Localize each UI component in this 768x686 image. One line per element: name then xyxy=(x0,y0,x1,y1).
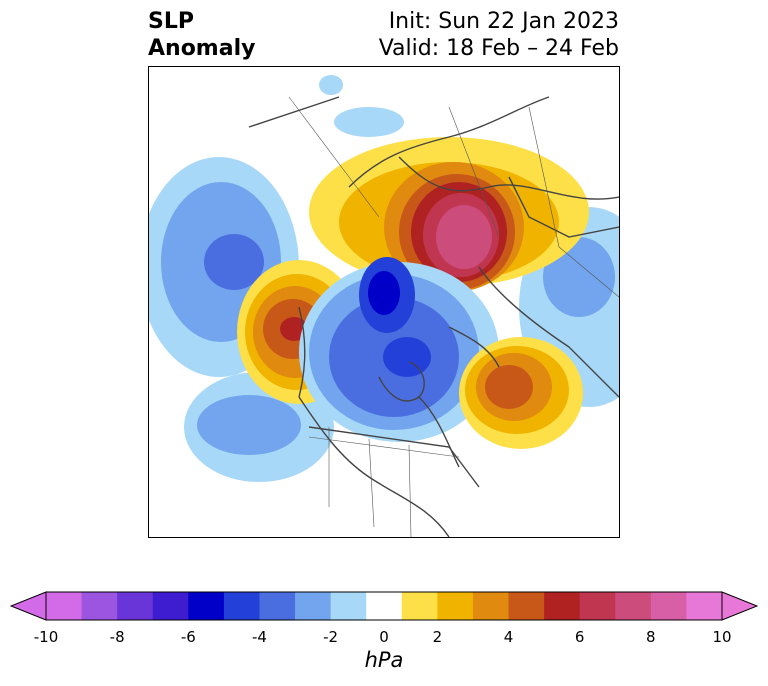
colorbar-border xyxy=(45,591,723,621)
colorbar-tick-label: 2 xyxy=(432,628,443,646)
canadian-arctic-low xyxy=(299,257,499,442)
init-date: Init: Sun 22 Jan 2023 xyxy=(388,9,619,34)
siberian-high xyxy=(309,137,589,292)
colorbar-tick-label: 10 xyxy=(712,628,732,646)
colorbar-tick-label: 4 xyxy=(503,628,514,646)
colorbar-unit-label: hPa xyxy=(364,648,404,672)
forecast-dates: Init: Sun 22 Jan 2023 Valid: 18 Feb – 24… xyxy=(379,8,619,62)
colorbar-segment xyxy=(508,592,545,620)
colorbar-segment xyxy=(615,592,652,620)
colorbar xyxy=(10,591,758,621)
colorbar-tick-label: -10 xyxy=(33,628,59,646)
borders xyxy=(288,96,619,537)
colorbar-extend-max xyxy=(721,591,758,621)
colorbar-segment xyxy=(544,592,581,620)
slp-anomaly-map xyxy=(148,66,620,538)
title-variable: SLP xyxy=(148,9,194,34)
colorbar-tick-label: 0 xyxy=(379,628,389,646)
colorbar-segment xyxy=(81,592,118,620)
atlantic-high xyxy=(459,337,583,449)
colorbar-segment xyxy=(579,592,616,620)
coastlines xyxy=(248,96,619,537)
colorbar-segment xyxy=(295,592,332,620)
title-variable-type: Anomaly xyxy=(148,36,256,61)
colorbar-segment xyxy=(437,592,474,620)
map-title: SLP Anomaly xyxy=(148,8,255,62)
colorbar-segment xyxy=(259,592,296,620)
colorbar-tick-label: 6 xyxy=(574,628,585,646)
valid-range: Valid: 18 Feb – 24 Feb xyxy=(378,36,619,61)
colorbar-segment xyxy=(117,592,154,620)
map-canvas xyxy=(149,75,619,537)
colorbar-segment xyxy=(46,592,83,620)
colorbar-segment xyxy=(366,592,403,620)
colorbar-segment xyxy=(223,592,260,620)
colorbar-extend-min xyxy=(10,591,47,621)
colorbar-segment xyxy=(152,592,189,620)
colorbar-tick-label: -6 xyxy=(180,628,196,646)
colorbar-segment xyxy=(188,592,225,620)
colorbar-tick-label: 8 xyxy=(646,628,656,646)
colorbar-segment xyxy=(686,592,723,620)
colorbar-tick-label: -2 xyxy=(323,628,339,646)
colorbar-segment xyxy=(401,592,438,620)
colorbar-segment xyxy=(650,592,687,620)
colorbar-segment xyxy=(330,592,367,620)
colorbar-tick-label: -8 xyxy=(109,628,125,646)
colorbar-segment xyxy=(472,592,510,620)
colorbar-tick-label: -4 xyxy=(251,628,267,646)
